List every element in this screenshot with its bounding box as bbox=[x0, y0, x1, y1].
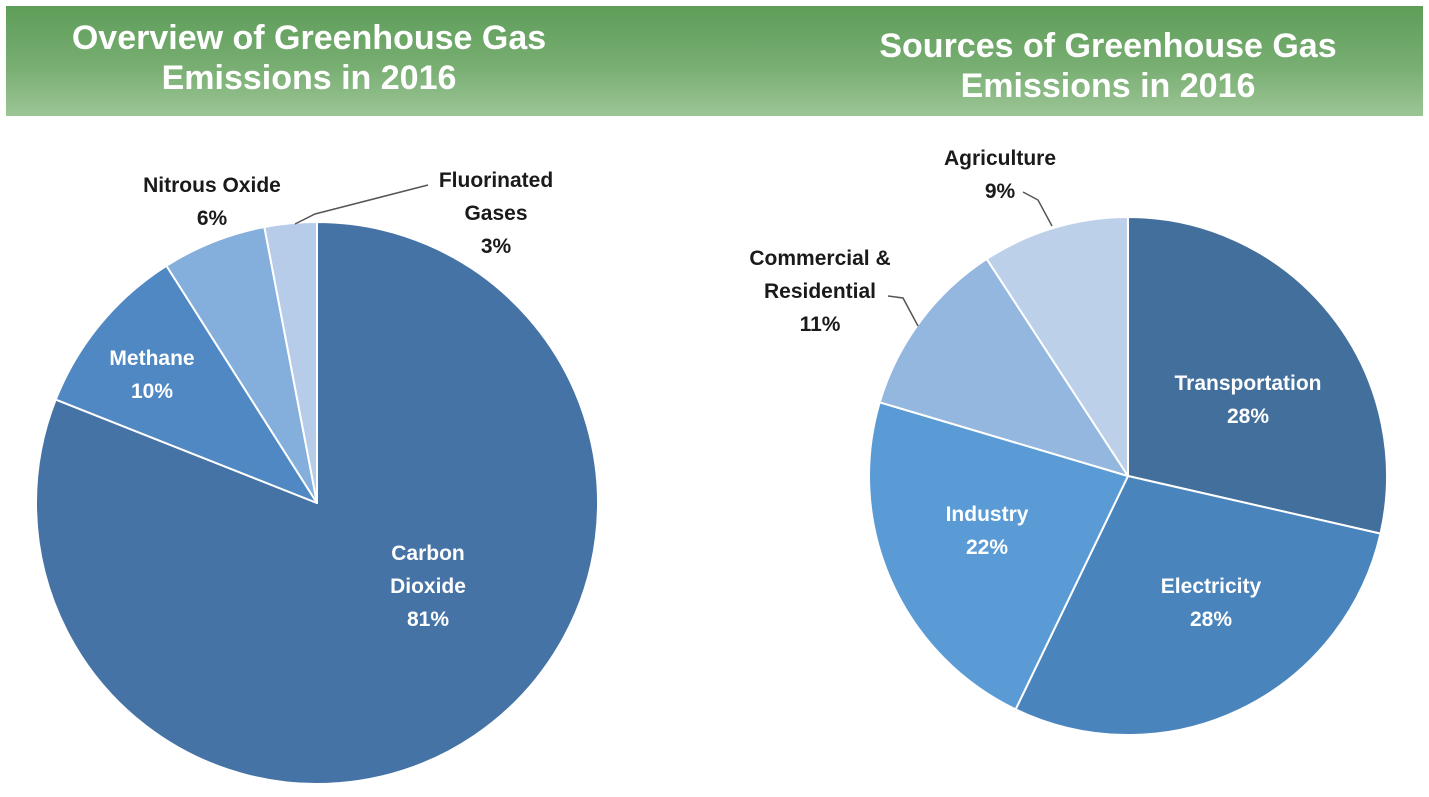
leader-line-commres bbox=[887, 295, 919, 327]
left-title-line-1: Overview of Greenhouse Gas bbox=[71, 19, 547, 57]
leader-line-fgas bbox=[294, 184, 429, 225]
pie-labels: Carbon Dioxide 81% Methane 10% Nitrous Oxide 6… bbox=[109, 169, 553, 631]
pie-slices bbox=[35, 221, 599, 785]
pie-slice-industry bbox=[868, 401, 1129, 711]
pie-slice-fgas bbox=[263, 221, 318, 504]
slice-label-line: Industry bbox=[946, 503, 1029, 526]
slice-label-line: Residential bbox=[764, 280, 876, 303]
slice-label-fgas: Fluorinated Gases 3% bbox=[439, 169, 553, 258]
slice-label-line: Transportation bbox=[1174, 372, 1321, 395]
slice-label-agri: Agriculture 9% bbox=[944, 147, 1056, 203]
slice-label-transport: Transportation 28% bbox=[1174, 372, 1321, 428]
slice-label-industry: Industry 22% bbox=[946, 503, 1029, 559]
pie-slice-agri bbox=[985, 216, 1129, 477]
slice-label-line: Fluorinated bbox=[439, 169, 553, 192]
pie-labels: Transportation 28% Electricity 28% Industry 2… bbox=[749, 147, 1321, 631]
slice-label-n2o: Nitrous Oxide 6% bbox=[143, 174, 281, 230]
slice-label-commres: Commercial & Residential 11% bbox=[749, 247, 890, 336]
slice-label-line: 81% bbox=[407, 608, 449, 631]
slice-label-electricity: Electricity 28% bbox=[1161, 575, 1262, 631]
slice-label-line: 22% bbox=[966, 536, 1008, 559]
right-title-line-1: Sources of Greenhouse Gas bbox=[879, 27, 1337, 65]
slice-label-line: 10% bbox=[131, 380, 173, 403]
leader-line-agri bbox=[1022, 191, 1053, 227]
emission-sources-pie-chart: Transportation 28% Electricity 28% Industry 2… bbox=[749, 147, 1388, 736]
slice-label-line: Electricity bbox=[1161, 575, 1262, 598]
pie-slice-electricity bbox=[1014, 475, 1382, 736]
gas-overview-pie-chart: Carbon Dioxide 81% Methane 10% Nitrous Oxide 6… bbox=[35, 169, 599, 785]
slice-label-line: 28% bbox=[1227, 405, 1269, 428]
slice-label-line: Gases bbox=[464, 202, 527, 225]
left-title-line-2: Emissions in 2016 bbox=[161, 59, 457, 97]
slice-label-co2: Carbon Dioxide 81% bbox=[390, 542, 466, 631]
slice-label-line: Methane bbox=[109, 347, 194, 370]
slice-label-line: 3% bbox=[481, 235, 512, 258]
slice-label-line: 28% bbox=[1190, 608, 1232, 631]
slice-label-line: Agriculture bbox=[944, 147, 1056, 170]
slice-label-line: 9% bbox=[985, 180, 1016, 203]
right-title-banner: Sources of Greenhouse Gas Emissions in 2… bbox=[706, 6, 1423, 116]
slice-label-ch4: Methane 10% bbox=[109, 347, 194, 403]
slice-label-line: Carbon bbox=[391, 542, 465, 565]
right-title-line-2: Emissions in 2016 bbox=[960, 67, 1256, 105]
slice-label-line: Nitrous Oxide bbox=[143, 174, 281, 197]
slice-label-line: 11% bbox=[800, 313, 841, 336]
left-title-banner: Overview of Greenhouse Gas Emissions in … bbox=[6, 6, 706, 116]
pie-slice-ch4 bbox=[54, 264, 318, 504]
slice-label-line: Commercial & bbox=[749, 247, 890, 270]
pie-slice-transport bbox=[1127, 216, 1388, 535]
slice-label-line: Dioxide bbox=[390, 575, 466, 598]
slice-label-line: 6% bbox=[197, 207, 228, 230]
pie-slice-commres bbox=[878, 257, 1129, 477]
pie-slices bbox=[868, 216, 1388, 736]
